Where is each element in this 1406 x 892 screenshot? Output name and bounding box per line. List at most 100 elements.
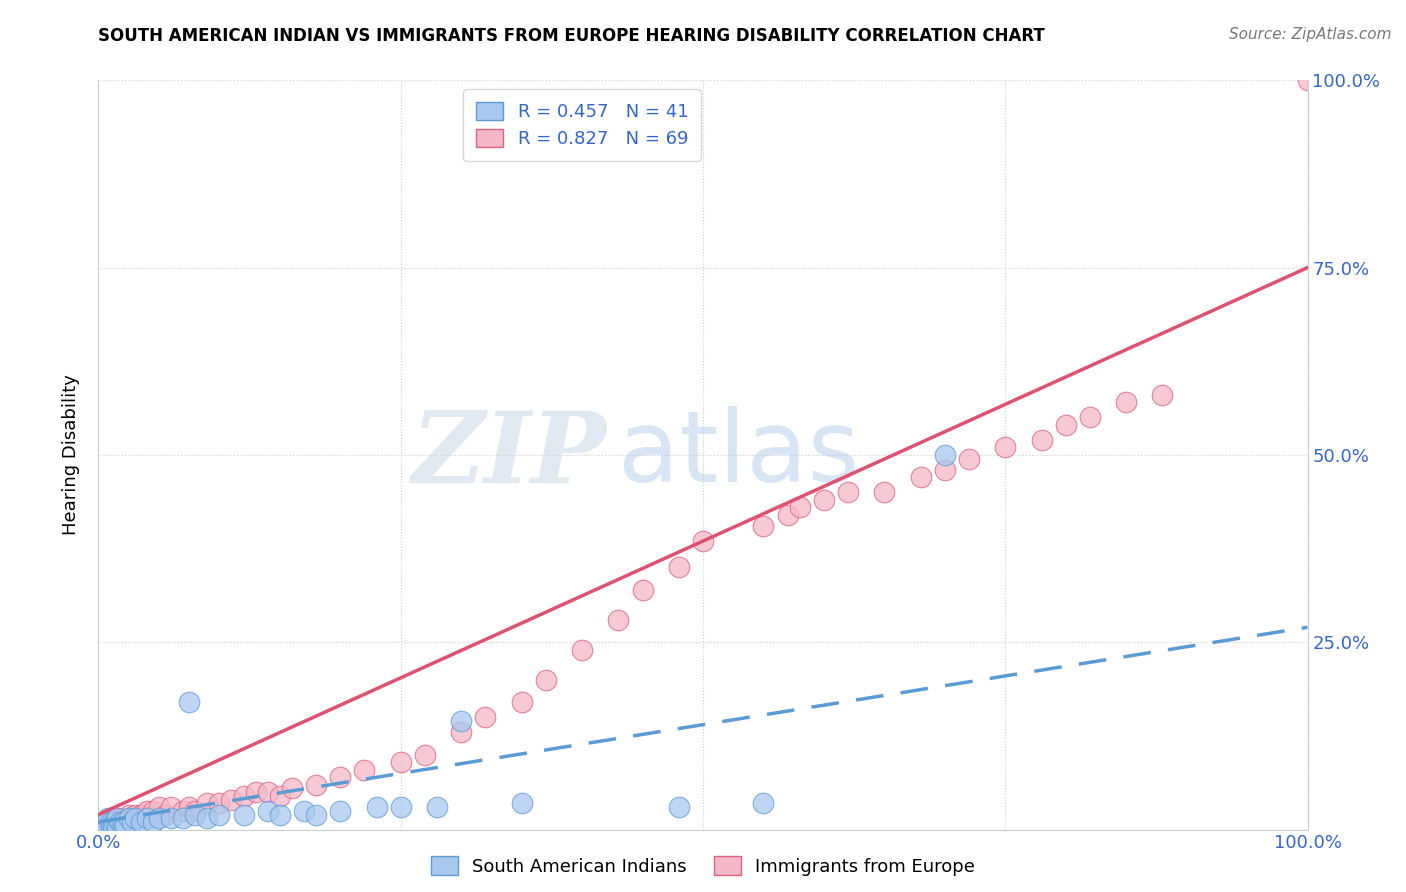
Point bbox=[934, 463, 956, 477]
Point bbox=[179, 800, 201, 814]
Point bbox=[752, 797, 775, 811]
Point bbox=[195, 797, 218, 811]
Text: atlas: atlas bbox=[619, 407, 860, 503]
Legend: South American Indians, Immigrants from Europe: South American Indians, Immigrants from … bbox=[423, 849, 983, 883]
Point bbox=[329, 770, 352, 784]
Text: SOUTH AMERICAN INDIAN VS IMMIGRANTS FROM EUROPE HEARING DISABILITY CORRELATION C: SOUTH AMERICAN INDIAN VS IMMIGRANTS FROM… bbox=[98, 27, 1045, 45]
Point bbox=[474, 710, 496, 724]
Point bbox=[118, 807, 141, 822]
Point bbox=[1054, 417, 1077, 432]
Point bbox=[232, 789, 254, 803]
Point bbox=[1078, 410, 1101, 425]
Point bbox=[413, 747, 436, 762]
Point bbox=[111, 819, 134, 833]
Point bbox=[172, 811, 194, 825]
Point bbox=[292, 804, 315, 818]
Point bbox=[91, 819, 114, 833]
Point bbox=[160, 811, 183, 825]
Point bbox=[105, 811, 128, 825]
Point bbox=[90, 819, 112, 833]
Point bbox=[184, 807, 207, 822]
Point bbox=[1152, 388, 1174, 402]
Point bbox=[450, 725, 472, 739]
Point bbox=[114, 819, 136, 833]
Point bbox=[101, 819, 124, 833]
Point bbox=[93, 815, 115, 830]
Point bbox=[269, 807, 291, 822]
Point bbox=[1031, 433, 1053, 447]
Point bbox=[101, 815, 124, 830]
Point bbox=[105, 815, 128, 830]
Point bbox=[232, 807, 254, 822]
Point bbox=[179, 695, 201, 709]
Point bbox=[105, 819, 128, 833]
Point bbox=[129, 807, 152, 822]
Point bbox=[510, 797, 533, 811]
Point bbox=[450, 714, 472, 728]
Point bbox=[789, 500, 811, 515]
Point bbox=[245, 785, 267, 799]
Point bbox=[153, 807, 176, 822]
Point bbox=[776, 508, 799, 522]
Point bbox=[121, 815, 143, 830]
Point bbox=[1296, 73, 1319, 87]
Point bbox=[97, 811, 120, 825]
Point bbox=[510, 695, 533, 709]
Point bbox=[571, 642, 593, 657]
Point bbox=[91, 819, 114, 833]
Point bbox=[97, 815, 120, 830]
Point bbox=[631, 582, 654, 597]
Point bbox=[668, 800, 690, 814]
Point bbox=[184, 804, 207, 818]
Point bbox=[142, 804, 165, 818]
Point bbox=[142, 815, 165, 830]
Point bbox=[172, 804, 194, 818]
Point bbox=[353, 763, 375, 777]
Point bbox=[305, 807, 328, 822]
Point bbox=[135, 811, 157, 825]
Point bbox=[269, 789, 291, 803]
Point bbox=[105, 811, 128, 825]
Point bbox=[1115, 395, 1137, 409]
Point bbox=[256, 785, 278, 799]
Point bbox=[121, 815, 143, 830]
Point bbox=[118, 811, 141, 825]
Point bbox=[934, 448, 956, 462]
Point bbox=[129, 815, 152, 830]
Point bbox=[329, 804, 352, 818]
Point bbox=[124, 811, 146, 825]
Text: ZIP: ZIP bbox=[412, 407, 606, 503]
Point bbox=[281, 781, 304, 796]
Point bbox=[103, 819, 125, 833]
Point bbox=[910, 470, 932, 484]
Point bbox=[100, 815, 122, 830]
Point bbox=[389, 800, 412, 814]
Point bbox=[111, 815, 134, 830]
Point bbox=[103, 815, 125, 830]
Point bbox=[366, 800, 388, 814]
Point bbox=[118, 811, 141, 825]
Point bbox=[195, 811, 218, 825]
Point bbox=[100, 819, 122, 833]
Y-axis label: Hearing Disability: Hearing Disability bbox=[62, 375, 80, 535]
Point bbox=[135, 811, 157, 825]
Point bbox=[93, 815, 115, 830]
Point bbox=[160, 800, 183, 814]
Point bbox=[534, 673, 557, 687]
Point bbox=[148, 811, 170, 825]
Point bbox=[873, 485, 896, 500]
Point bbox=[607, 613, 630, 627]
Point bbox=[127, 811, 149, 825]
Text: Source: ZipAtlas.com: Source: ZipAtlas.com bbox=[1229, 27, 1392, 42]
Point bbox=[752, 519, 775, 533]
Point bbox=[111, 811, 134, 825]
Legend: R = 0.457   N = 41, R = 0.827   N = 69: R = 0.457 N = 41, R = 0.827 N = 69 bbox=[464, 89, 700, 161]
Point bbox=[111, 815, 134, 830]
Point bbox=[256, 804, 278, 818]
Point bbox=[94, 819, 117, 833]
Point bbox=[108, 819, 131, 833]
Point bbox=[100, 811, 122, 825]
Point bbox=[837, 485, 859, 500]
Point bbox=[389, 755, 412, 769]
Point bbox=[208, 797, 231, 811]
